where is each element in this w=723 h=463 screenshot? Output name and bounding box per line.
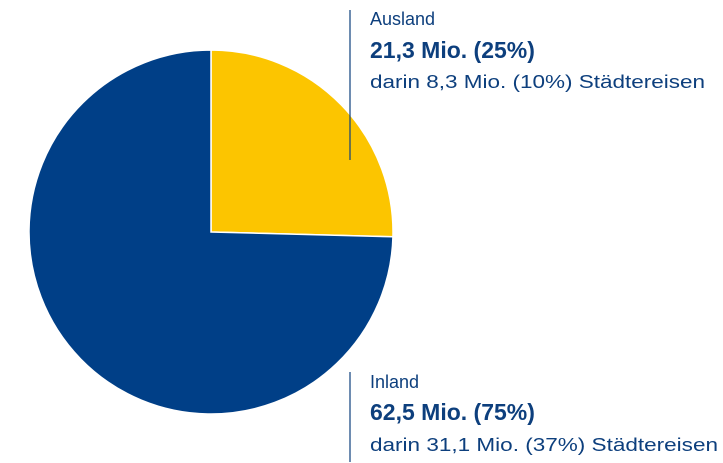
- value-label: 21,3 Mio. (25%): [370, 37, 535, 63]
- annotation: darin 31,1 Mio. (37%) Städtereisen: [370, 435, 718, 455]
- pie-slice: [28, 49, 394, 415]
- pie-slice: [210, 49, 394, 238]
- category-label: Ausland: [370, 9, 435, 29]
- category-label: Inland: [370, 372, 419, 392]
- annotation: darin 8,3 Mio. (10%) Städtereisen: [370, 72, 705, 92]
- value-label: 62,5 Mio. (75%): [370, 399, 535, 425]
- pie: [28, 49, 394, 415]
